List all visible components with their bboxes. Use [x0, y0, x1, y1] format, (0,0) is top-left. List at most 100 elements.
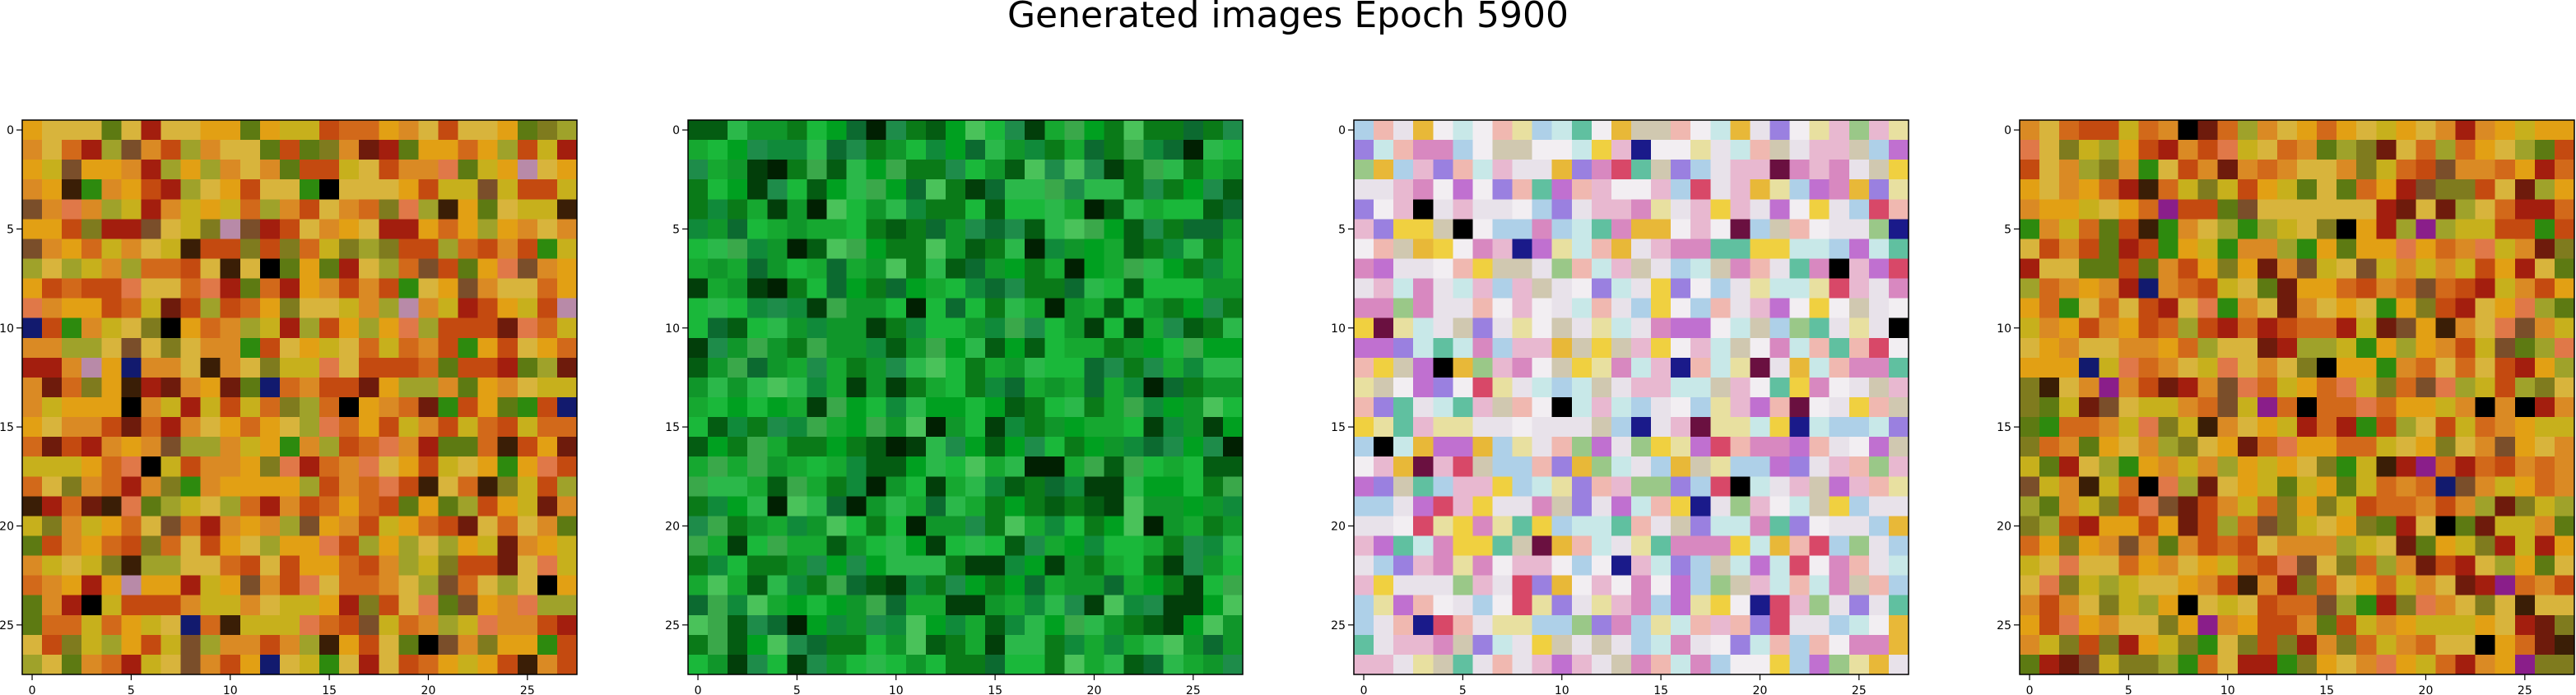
pixel-cell [1868, 595, 1890, 616]
pixel-cell [767, 140, 788, 160]
pixel-cell [1591, 377, 1612, 398]
pixel-cell [22, 575, 43, 596]
pixel-cell [2079, 614, 2099, 636]
pixel-cell [2435, 337, 2457, 359]
pixel-cell [438, 258, 459, 280]
pixel-cell [2079, 357, 2099, 378]
pixel-cell [2317, 258, 2337, 280]
pixel-cell [2554, 140, 2575, 160]
pixel-cell [379, 437, 399, 457]
pixel-cell [1472, 179, 1494, 200]
pixel-cell [458, 120, 479, 141]
pixel-cell [1532, 575, 1553, 596]
pixel-cell [1671, 239, 1691, 260]
pixel-cell [2317, 298, 2337, 319]
pixel-cell [985, 179, 1006, 200]
pixel-cell [985, 397, 1006, 418]
pixel-cell [925, 298, 946, 319]
pixel-cell [1829, 555, 1850, 577]
pixel-cell [220, 614, 241, 636]
pixel-cell [2178, 476, 2199, 497]
pixel-cell [1472, 417, 1494, 438]
pixel-cell [2079, 535, 2099, 557]
pixel-cell [1064, 634, 1086, 656]
pixel-cell [2099, 199, 2119, 220]
pixel-cell [1690, 516, 1711, 537]
pixel-cell [747, 417, 768, 438]
pixel-cell [1123, 258, 1145, 280]
pixel-cell [1374, 160, 1394, 180]
pixel-cell [2455, 654, 2476, 675]
pixel-cell [767, 555, 788, 577]
pixel-cell [2257, 516, 2278, 537]
pixel-cell [1690, 258, 1711, 280]
pixel-cell [319, 199, 340, 220]
pixel-cell [1829, 575, 1850, 596]
pixel-cell [965, 555, 986, 577]
pixel-cell [2495, 199, 2516, 220]
pixel-cell [1453, 437, 1474, 457]
pixel-cell [1750, 160, 1771, 180]
pixel-cell [1591, 654, 1612, 675]
pixel-cell [497, 239, 518, 260]
pixel-cell [1512, 417, 1533, 438]
pixel-cell [1064, 120, 1086, 141]
pixel-cell [1730, 437, 1751, 457]
pixel-cell [2237, 160, 2258, 180]
pixel-cell [1374, 179, 1394, 200]
pixel-cell [1183, 199, 1204, 220]
pixel-cell [2039, 555, 2060, 577]
pixel-cell [458, 219, 479, 240]
pixel-cell [279, 634, 300, 656]
pixel-cell [1393, 160, 1414, 180]
pixel-cell [1690, 595, 1711, 616]
pixel-cell [2059, 239, 2080, 260]
pixel-cell [2554, 555, 2575, 577]
pixel-cell [1631, 199, 1652, 220]
pixel-cell [2276, 614, 2298, 636]
pixel-cell [458, 496, 479, 517]
pixel-cell [2396, 199, 2417, 220]
pixel-cell [2455, 575, 2476, 596]
pixel-cell [141, 595, 162, 616]
pixel-cell [1163, 575, 1184, 596]
pixel-cell [945, 160, 966, 180]
pixel-cell [985, 654, 1006, 675]
pixel-cell [81, 535, 102, 557]
pixel-cell [1651, 555, 1672, 577]
pixel-cell [1044, 179, 1065, 200]
pixel-cell [985, 278, 1006, 299]
pixel-cell [2237, 140, 2258, 160]
pixel-cell [1163, 258, 1184, 280]
pixel-cell [2197, 575, 2219, 596]
pixel-cell [1044, 298, 1065, 319]
pixel-cell [1551, 298, 1573, 319]
pixel-cell [1044, 437, 1065, 457]
pixel-cell [1868, 654, 1890, 675]
pixel-cell [517, 595, 538, 616]
pixel-cell [2514, 417, 2536, 438]
pixel-cell [2317, 595, 2337, 616]
pixel-cell [22, 219, 43, 240]
pixel-cell [2435, 179, 2457, 200]
pixel-cell [2257, 595, 2278, 616]
pixel-cell [101, 298, 122, 319]
pixel-cell [1374, 654, 1394, 675]
pixel-cell [556, 614, 578, 636]
pixel-cell [1084, 337, 1105, 359]
pixel-cell [1671, 516, 1691, 537]
pixel-cell [1433, 595, 1453, 616]
pixel-cell [2475, 258, 2496, 280]
pixel-cell [1413, 377, 1434, 398]
pixel-cell [1025, 654, 1045, 675]
pixel-cell [458, 199, 479, 220]
pixel-cell [1433, 239, 1453, 260]
pixel-cell [418, 654, 439, 675]
pixel-cell [1393, 614, 1414, 636]
pixel-cell [886, 179, 907, 200]
pixel-cell [2158, 179, 2179, 200]
pixel-cell [1104, 377, 1125, 398]
pixel-cell [2178, 496, 2199, 517]
pixel-cell [905, 258, 927, 280]
pixel-cell [2455, 140, 2476, 160]
